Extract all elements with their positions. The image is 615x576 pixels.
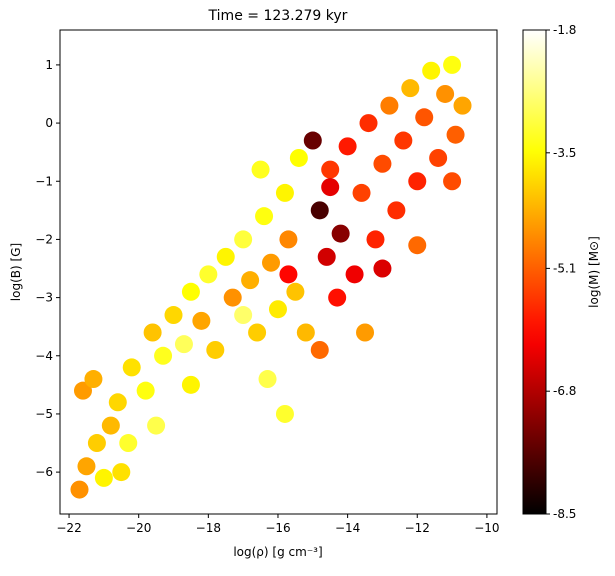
y-tick-label: −3: [35, 291, 53, 305]
x-axis-label: log(ρ) [g cm⁻³]: [233, 545, 322, 559]
y-axis-label: log(B) [G]: [9, 243, 23, 301]
point: [345, 265, 364, 284]
point: [356, 323, 375, 342]
point: [443, 172, 462, 191]
point: [258, 370, 277, 389]
x-tick-label: −12: [405, 521, 430, 535]
y-tick-label: 0: [45, 116, 53, 130]
point: [401, 79, 420, 98]
point: [73, 381, 92, 400]
point: [380, 96, 399, 115]
y-tick-label: −5: [35, 407, 53, 421]
point: [268, 300, 287, 319]
plot-frame: [59, 29, 498, 515]
chart-title: Time = 123.279 kyr: [208, 8, 348, 24]
point: [331, 224, 350, 243]
colorbar-tick-label: -6.8: [553, 384, 576, 398]
point: [216, 247, 235, 266]
y-tick-label: −1: [35, 174, 53, 188]
point: [199, 265, 218, 284]
point: [366, 230, 385, 249]
point: [321, 178, 340, 197]
point: [289, 148, 308, 167]
point: [303, 131, 322, 150]
point: [310, 340, 329, 359]
x-tick-label: −14: [335, 521, 360, 535]
point: [429, 148, 448, 167]
point: [251, 160, 270, 179]
y-tick-label: 1: [45, 58, 53, 72]
point: [408, 236, 427, 255]
point: [108, 393, 127, 412]
point: [446, 125, 465, 144]
point: [77, 457, 96, 476]
point: [373, 154, 392, 173]
point: [223, 288, 242, 307]
point: [94, 468, 113, 487]
point: [373, 259, 392, 278]
point: [84, 370, 103, 389]
point: [296, 323, 315, 342]
colorbar-tick-label: -8.5: [553, 507, 576, 521]
point: [87, 434, 106, 453]
y-tick-label: −2: [35, 232, 53, 246]
point: [415, 108, 434, 127]
colorbar-tick-label: -5.1: [553, 261, 576, 275]
point: [279, 265, 298, 284]
point: [262, 253, 281, 272]
point: [275, 183, 294, 202]
colorbar-tick-label: -1.8: [553, 23, 576, 37]
point: [143, 323, 162, 342]
point: [192, 311, 211, 330]
colorbar-tick-label: -3.5: [553, 146, 576, 160]
point: [255, 207, 274, 226]
point: [241, 271, 260, 290]
point: [338, 137, 357, 156]
point: [352, 183, 371, 202]
x-tick-label: −20: [126, 521, 151, 535]
colorbar: [522, 29, 547, 515]
point: [70, 480, 89, 499]
x-tick-label: −22: [56, 521, 81, 535]
point: [394, 131, 413, 150]
point: [122, 358, 141, 377]
point: [310, 201, 329, 220]
point: [387, 201, 406, 220]
x-tick-label: −10: [474, 521, 499, 535]
point: [234, 230, 253, 249]
point: [174, 335, 193, 354]
point: [408, 172, 427, 191]
point: [101, 416, 120, 435]
points: [70, 55, 472, 499]
point: [206, 340, 225, 359]
point: [234, 306, 253, 325]
point: [321, 160, 340, 179]
point: [317, 247, 336, 266]
point: [286, 282, 305, 301]
point: [112, 463, 131, 482]
point: [119, 434, 138, 453]
point: [164, 306, 183, 325]
point: [328, 288, 347, 307]
point: [154, 346, 173, 365]
point: [359, 114, 378, 133]
x-tick-label: −18: [196, 521, 221, 535]
point: [181, 375, 200, 394]
y-tick-label: −4: [35, 349, 53, 363]
point: [443, 55, 462, 74]
point: [453, 96, 472, 115]
point: [279, 230, 298, 249]
point: [147, 416, 166, 435]
point: [181, 282, 200, 301]
point: [248, 323, 267, 342]
point: [436, 84, 455, 103]
point: [422, 61, 441, 80]
point: [275, 404, 294, 423]
colorbar-label: log(M) [M⊙]: [587, 236, 601, 308]
y-tick-label: −6: [35, 465, 53, 479]
point: [136, 381, 155, 400]
x-tick-label: −16: [265, 521, 290, 535]
